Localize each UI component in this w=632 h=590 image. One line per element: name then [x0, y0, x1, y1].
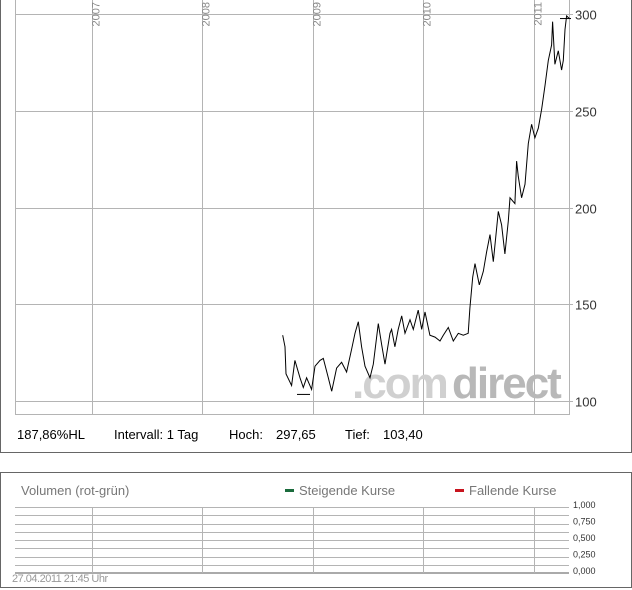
volume-y-tick-label: 0,000 — [573, 566, 596, 576]
price-series-line — [282, 14, 570, 392]
timestamp: 27.04.2011 21:45 Uhr — [12, 573, 108, 585]
price-grid — [15, 0, 573, 415]
low-value: 103,40 — [383, 427, 423, 442]
watermark-logo: .com direct — [352, 359, 564, 408]
x-tick-label: 2009 — [312, 2, 324, 26]
volume-y-tick-label: 0,750 — [573, 517, 596, 527]
logo-direct: direct — [452, 359, 562, 408]
y-tick-label: 300 — [575, 8, 597, 23]
x-tick-label: 2011 — [533, 2, 545, 26]
x-tick-label: 2008 — [201, 2, 213, 26]
volume-y-tick-label: 1,000 — [573, 500, 596, 510]
y-tick-label: 200 — [575, 202, 597, 217]
performance-text: 187,86%HL — [17, 427, 85, 442]
legend-rising: Steigende Kurse — [299, 483, 395, 498]
logo-com: .com — [352, 359, 447, 408]
volume-grid — [15, 507, 569, 574]
high-value: 297,65 — [276, 427, 316, 442]
volume-y-tick-labels: 1,000 0,750 0,500 0,250 0,000 — [573, 500, 596, 576]
y-tick-label: 250 — [575, 105, 597, 120]
volume-y-tick-label: 0,500 — [573, 533, 596, 543]
interval-text: Intervall: 1 Tag — [114, 427, 198, 442]
high-label: Hoch: — [229, 427, 263, 442]
volume-y-tick-label: 0,250 — [573, 550, 596, 560]
y-tick-label: 150 — [575, 298, 597, 313]
volume-title: Volumen (rot-grün) — [21, 483, 129, 498]
legend-swatch-falling — [455, 489, 464, 492]
x-tick-label: 2010 — [422, 2, 434, 26]
y-tick-labels: 100 150 200 250 300 — [575, 8, 597, 410]
legend-falling: Fallende Kurse — [469, 483, 556, 498]
x-tick-labels: 2007 2008 2009 2010 2011 — [91, 2, 545, 26]
legend-swatch-rising — [285, 489, 294, 492]
y-tick-label: 100 — [575, 395, 597, 410]
x-tick-label: 2007 — [91, 2, 103, 26]
low-label: Tief: — [345, 427, 370, 442]
